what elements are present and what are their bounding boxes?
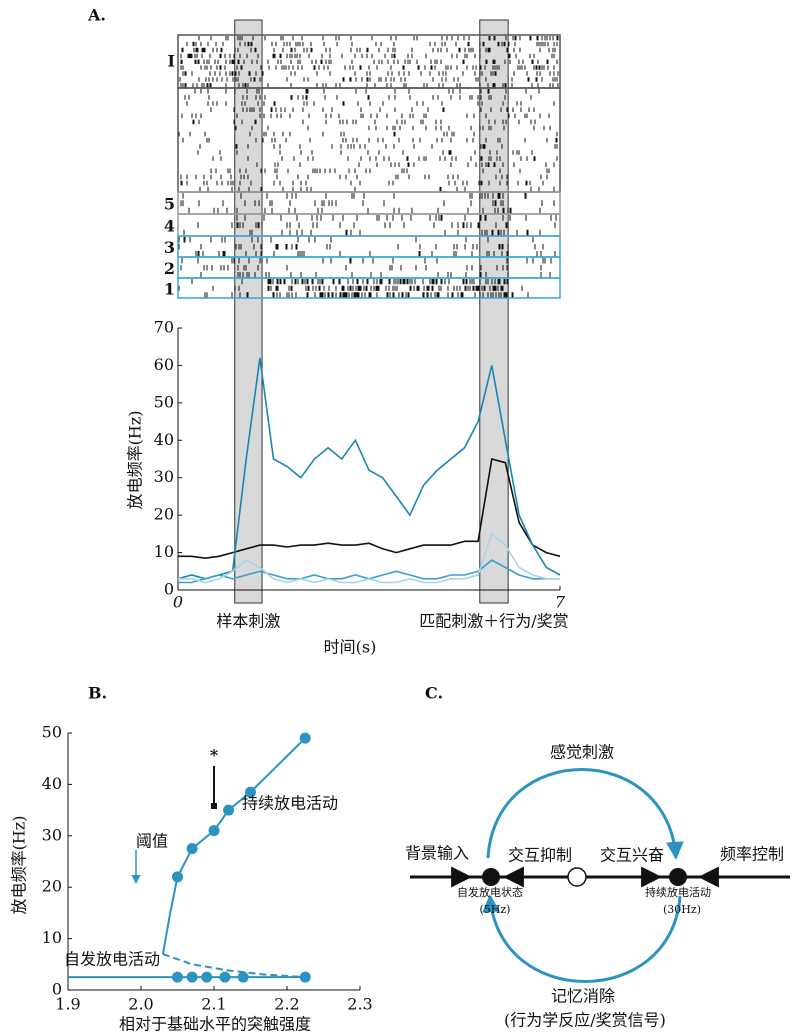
raster-spikes (178, 279, 529, 298)
band-label: 匹配刺激＋行为/奖赏 (419, 612, 568, 631)
raster-row-label: 3 (164, 238, 175, 257)
y-tick-label: 40 (154, 430, 174, 449)
series-line (177, 357, 561, 580)
point (237, 971, 249, 983)
x-tick-label: 1.9 (55, 995, 80, 1014)
series-line (178, 457, 561, 560)
raster-row-label: 1 (164, 280, 175, 299)
raster-row-label: 2 (164, 259, 175, 278)
label: 记忆消除 (551, 987, 615, 1006)
raster-row-label: 4 (164, 217, 175, 236)
series-line (161, 737, 307, 955)
y-tick-label: 10 (42, 928, 62, 947)
series-line (162, 953, 306, 979)
panel-label: A. (87, 6, 106, 25)
x-tick-label: 2.1 (201, 995, 226, 1014)
annotation-mark (211, 803, 217, 809)
stimulus-band (479, 19, 509, 604)
point (223, 804, 235, 816)
stimulus-band (234, 19, 263, 604)
y-axis-label: 放电频率(Hz) (10, 816, 29, 915)
raster-row-label: 5 (164, 195, 175, 214)
diagram: 感觉刺激 背景输入 交互抑制 交互兴奋 频率控制 自发放电状态 (5Hz) 持续… (405, 743, 790, 1030)
label: 频率控制 (720, 845, 784, 864)
label: (30Hz) (663, 903, 701, 916)
label: 自发放电状态 (457, 885, 523, 899)
y-tick-label: 50 (154, 392, 174, 411)
x-axis-label: 时间(s) (324, 638, 377, 657)
point (172, 971, 183, 983)
point (299, 732, 311, 744)
raster-spikes (183, 215, 557, 236)
annotation: 自发放电活动 (64, 950, 160, 969)
state-node (482, 868, 500, 886)
y-tick-label: 70 (154, 318, 174, 337)
state-node (669, 868, 687, 886)
raster-row-label: I (168, 52, 175, 71)
label: 背景输入 (405, 844, 469, 863)
panel-label: B. (88, 684, 107, 703)
annotation: 阈值 (136, 832, 168, 851)
y-tick-label: 60 (154, 355, 174, 374)
raster-spikes (178, 237, 556, 257)
point (208, 825, 220, 837)
raster-spikes (180, 258, 552, 278)
y-tick-label: 40 (42, 774, 62, 793)
x-axis-label: 相对于基础水平的突触强度 (119, 1015, 311, 1034)
label: 感觉刺激 (550, 743, 614, 762)
panel-label: C. (425, 684, 443, 703)
raster-spikes (178, 89, 558, 192)
point (245, 786, 256, 798)
label: 交互兴奋 (600, 846, 664, 865)
band-label: 样本刺激 (216, 612, 280, 631)
y-tick-label: 0 (164, 580, 174, 599)
x-tick-label: 2.3 (347, 995, 372, 1014)
annotation: 持续放电活动 (242, 794, 338, 813)
y-tick-label: 30 (154, 467, 174, 486)
annotation: * (210, 746, 219, 765)
x-tick-label: 7 (555, 593, 566, 612)
point (219, 971, 231, 983)
series-line (178, 532, 560, 584)
label: (5Hz) (480, 903, 511, 916)
y-tick-label: 30 (42, 825, 62, 844)
x-tick-label: 2.2 (274, 995, 299, 1014)
label: 持续放电活动 (645, 885, 711, 899)
raster-spikes (179, 36, 559, 88)
arc-arrow (482, 894, 682, 983)
label: (行为学反应/奖赏信号) (504, 1011, 666, 1030)
point (186, 971, 198, 983)
y-axis-label: 放电频率(Hz) (126, 411, 145, 510)
y-tick-label: 20 (154, 505, 174, 524)
x-tick-label: 0 (173, 593, 183, 612)
state-node (567, 867, 587, 887)
arc-arrow (486, 768, 684, 860)
point (201, 971, 213, 983)
raster-spikes (180, 193, 555, 214)
y-tick-label: 0 (52, 980, 62, 999)
point (186, 843, 198, 855)
y-tick-label: 50 (42, 723, 62, 742)
label: 交互抑制 (508, 846, 572, 865)
x-tick-label: 2.0 (128, 995, 153, 1014)
raster-block (177, 277, 561, 299)
point (172, 871, 183, 883)
y-tick-label: 20 (42, 877, 62, 896)
y-tick-label: 10 (154, 542, 174, 561)
